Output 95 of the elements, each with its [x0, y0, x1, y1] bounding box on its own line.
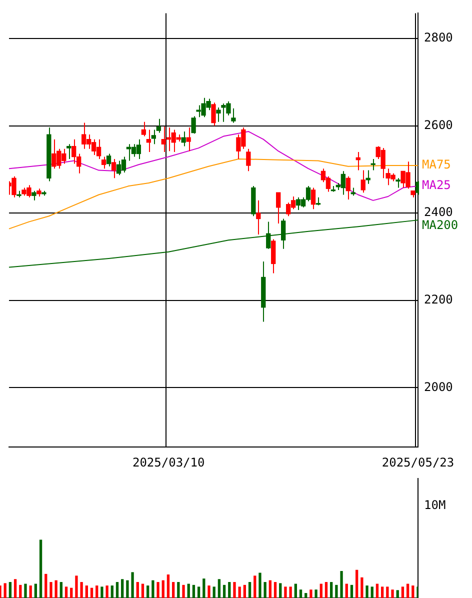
bar [34, 584, 38, 598]
bar [345, 584, 348, 598]
candlestick [231, 108, 236, 124]
bar [279, 583, 282, 598]
bar [121, 579, 124, 598]
bar [182, 584, 185, 598]
bar [391, 590, 394, 598]
series-label: MA75 [422, 158, 451, 172]
bar [304, 593, 308, 598]
bar [218, 579, 221, 598]
bar [116, 582, 119, 598]
y-tick-label: 2600 [424, 118, 453, 132]
bar [110, 585, 114, 598]
bar [172, 582, 175, 598]
bar [274, 582, 277, 598]
bar [192, 584, 196, 598]
bar [356, 570, 358, 598]
y-tick-label: 2000 [424, 380, 453, 394]
bar [340, 571, 343, 598]
bar [412, 585, 414, 598]
bar [70, 588, 73, 598]
bar [320, 584, 322, 598]
bar [238, 586, 241, 598]
bar [284, 586, 287, 598]
bar [166, 574, 170, 598]
bar [243, 584, 246, 598]
bar [222, 584, 226, 598]
bar [75, 576, 78, 598]
bar [39, 540, 42, 598]
bar [330, 582, 333, 598]
bar [44, 574, 48, 598]
bar [380, 586, 384, 598]
bar [152, 580, 154, 598]
y-tick-label: 2800 [424, 30, 453, 45]
bar [254, 576, 256, 598]
bar [299, 590, 302, 598]
bar [406, 584, 410, 598]
bar [258, 572, 262, 598]
bar [268, 580, 272, 598]
bar [54, 580, 58, 598]
bar [366, 585, 368, 598]
bar [248, 582, 252, 598]
bar [212, 586, 216, 598]
bar [396, 590, 399, 598]
bar [100, 586, 104, 598]
bar [376, 584, 379, 598]
bar [264, 582, 266, 598]
bar [14, 579, 17, 598]
candlestick [186, 127, 191, 152]
bar [8, 582, 12, 598]
text: 10M [424, 498, 446, 512]
bar [106, 585, 108, 598]
bar [208, 585, 210, 598]
bar [146, 585, 150, 598]
bar [314, 590, 318, 598]
bar [197, 586, 200, 598]
bar [4, 583, 6, 598]
x-tick-label: 2025/05/23 [382, 455, 454, 470]
bar [228, 582, 231, 598]
bar [294, 584, 297, 598]
series-label: MA25 [422, 178, 451, 192]
bar [19, 584, 22, 598]
y-tick-label: 2400 [424, 205, 453, 220]
bar [96, 585, 98, 598]
x-tick-label: 2025/03/10 [132, 455, 205, 470]
bar [90, 588, 94, 598]
bar [401, 586, 404, 598]
bar [80, 582, 83, 598]
bar [85, 585, 88, 598]
bar [126, 580, 129, 598]
bar [162, 580, 164, 598]
bar [289, 586, 292, 598]
bar [24, 584, 27, 598]
y-tick-label: 2200 [424, 292, 453, 306]
candlestick [32, 190, 36, 201]
bar [29, 585, 32, 598]
bar [324, 582, 328, 598]
bar [370, 586, 374, 598]
bar [386, 586, 389, 598]
bar [141, 584, 144, 598]
bar [60, 582, 62, 598]
bar [187, 584, 190, 598]
bar [310, 590, 312, 598]
bar [177, 582, 180, 598]
bar [360, 577, 364, 598]
bar [350, 584, 354, 598]
bar [50, 582, 52, 598]
bar [131, 572, 134, 598]
bar [136, 582, 139, 598]
bar [335, 584, 338, 598]
bar [156, 582, 160, 598]
bar [202, 578, 206, 598]
series-label: MA200 [422, 218, 458, 232]
bar [233, 582, 236, 598]
bar [64, 586, 68, 598]
